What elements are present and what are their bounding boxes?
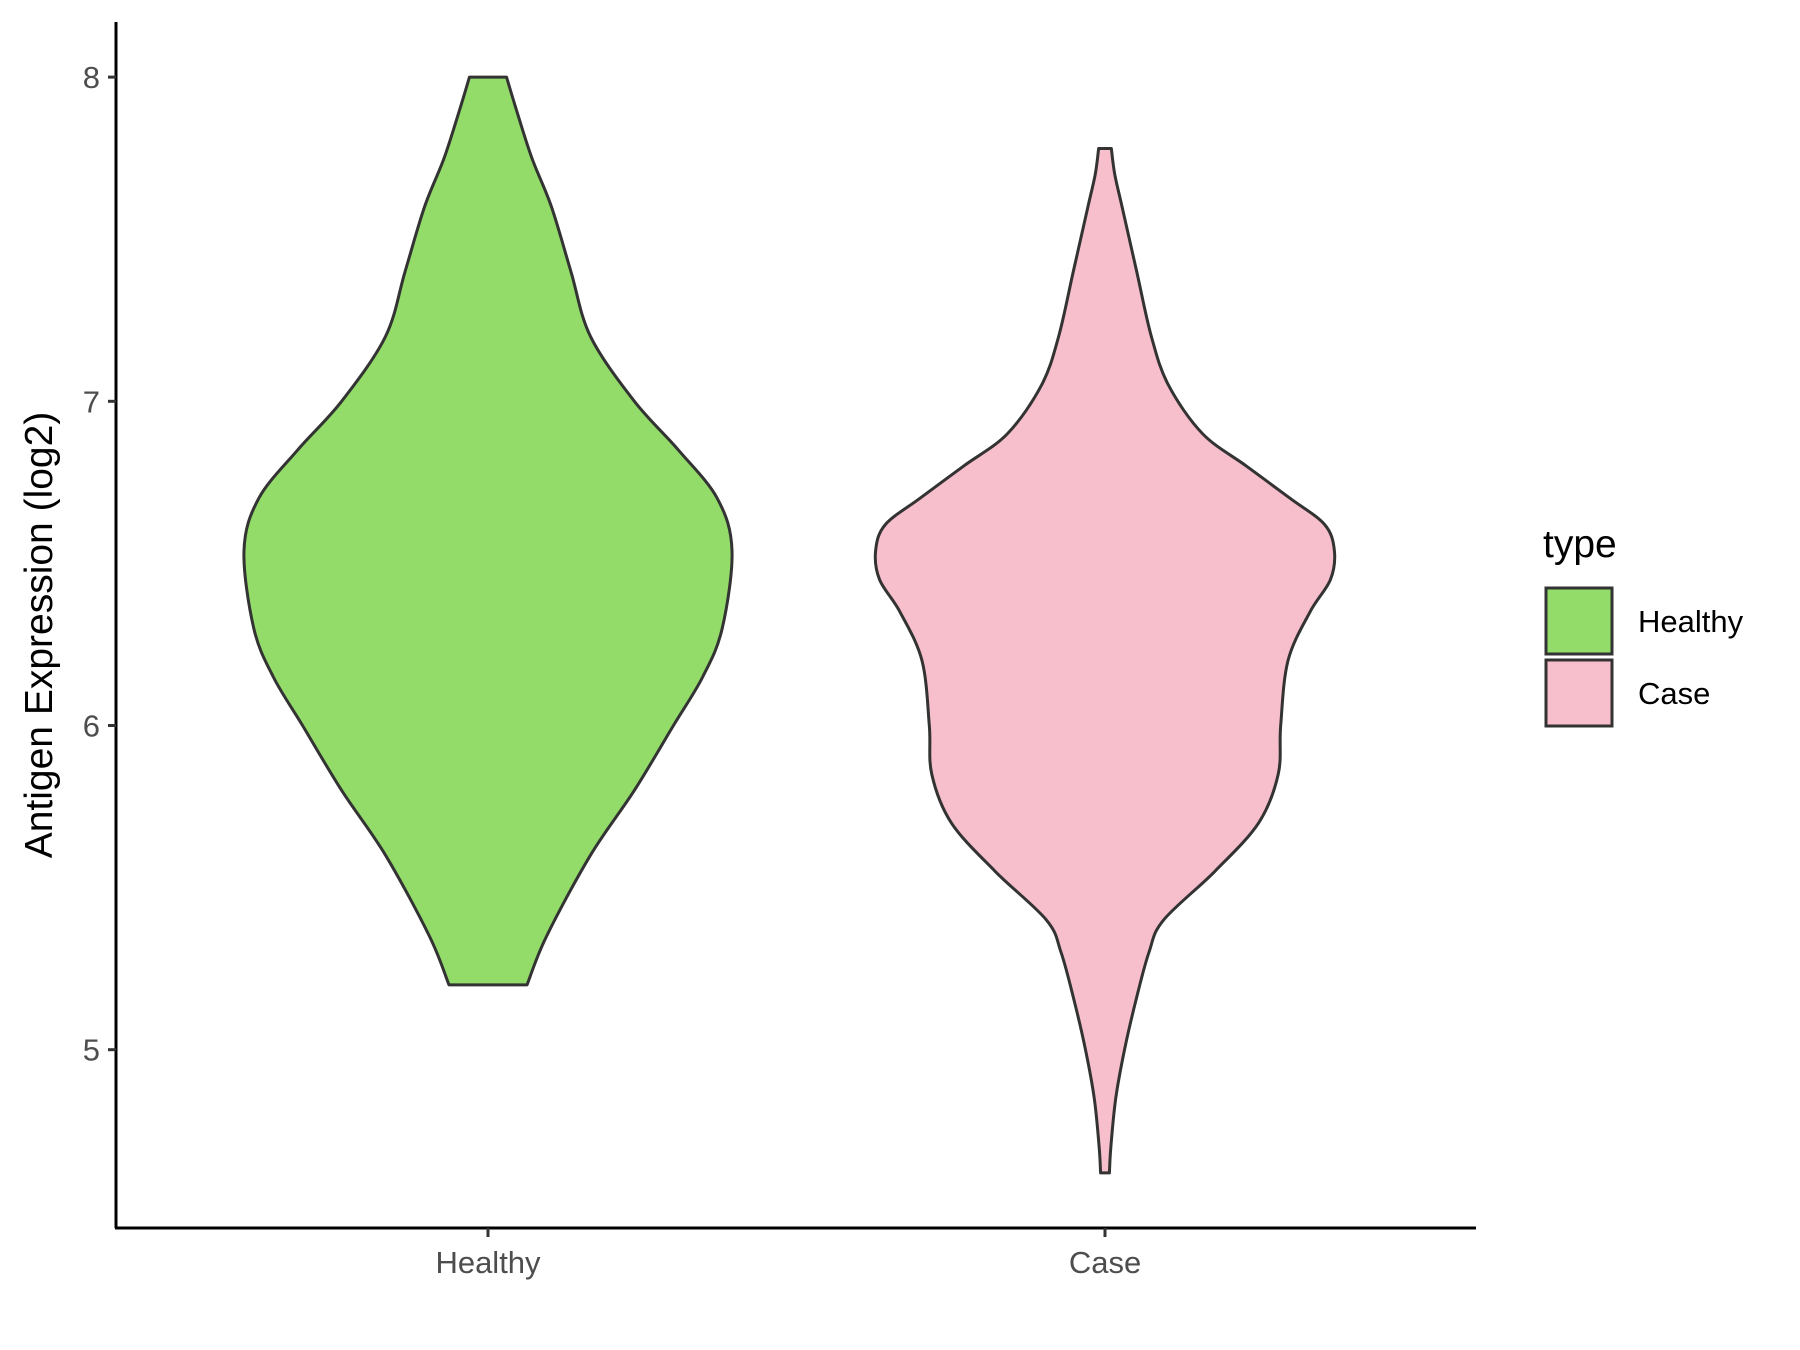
legend-key-healthy	[1544, 586, 1614, 656]
y-axis-title: Antigen Expression (log2)	[18, 412, 61, 859]
legend-key-case	[1544, 658, 1614, 728]
x-axis-ticks: Healthy Case	[435, 1228, 1141, 1280]
legend-label: Healthy	[1638, 604, 1744, 639]
legend-title: type	[1543, 523, 1617, 566]
y-axis-ticks: 5 6 7 8	[83, 60, 116, 1068]
legend: type Healthy Case	[1543, 523, 1744, 728]
x-tick-label: Healthy	[435, 1245, 541, 1280]
y-tick-label: 7	[83, 384, 100, 419]
violin-layer	[242, 75, 1337, 1175]
y-tick-label: 8	[83, 60, 100, 95]
x-tick-label: Case	[1069, 1245, 1141, 1280]
violin-healthy	[242, 75, 734, 987]
violin-case	[873, 146, 1337, 1175]
legend-label: Case	[1638, 676, 1710, 711]
y-tick-label: 6	[83, 709, 100, 744]
y-tick-label: 5	[83, 1033, 100, 1068]
